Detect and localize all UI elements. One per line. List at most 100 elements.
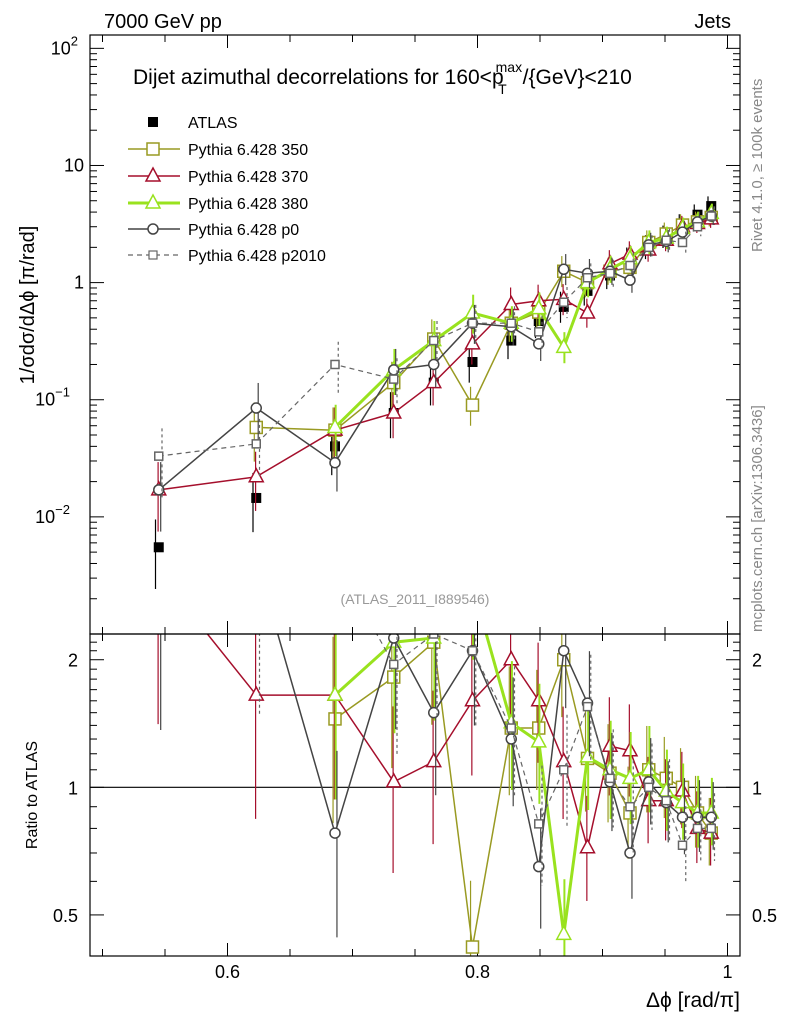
ratio-tick-label-right: 1 bbox=[752, 778, 762, 798]
data-point-p2010 bbox=[252, 587, 260, 595]
data-point-p0 bbox=[533, 338, 545, 350]
x-tick-label: 0.6 bbox=[215, 962, 240, 982]
main-plot-series bbox=[150, 196, 720, 589]
legend-label-p0: Pythia 6.428 p0 bbox=[188, 222, 299, 239]
data-point-p0 bbox=[676, 226, 689, 238]
data-point-p2010 bbox=[534, 819, 544, 829]
data-point-p370 bbox=[385, 772, 403, 788]
data-point-p2010 bbox=[625, 801, 635, 812]
legend-entry-p370: Pythia 6.428 370 bbox=[128, 166, 308, 186]
data-point-p0 bbox=[153, 484, 165, 496]
data-point-p2010 bbox=[251, 439, 261, 449]
data-point-p2010 bbox=[661, 795, 671, 806]
x-axis-title: Δϕ [rad/π] bbox=[646, 989, 740, 1012]
data-point-p2010 bbox=[677, 237, 688, 248]
data-point-p2010 bbox=[644, 242, 654, 253]
data-point-p0 bbox=[691, 811, 704, 823]
series-line-p2010 bbox=[158, 215, 712, 457]
data-point-p2010 bbox=[706, 823, 716, 834]
beam-label: 7000 GeV pp bbox=[104, 11, 222, 33]
data-point-p370 bbox=[579, 838, 596, 854]
ratio-tick-label: 2 bbox=[68, 651, 78, 671]
data-point-p2010 bbox=[692, 823, 703, 834]
series-line-p350 bbox=[256, 216, 712, 431]
data-point-p2010 bbox=[582, 701, 593, 712]
rivet-version-label: Rivet 4.1.0, ≥ 100k events bbox=[749, 79, 766, 252]
data-point-p2010 bbox=[661, 235, 671, 245]
data-point-p2010 bbox=[389, 659, 399, 670]
ratio-plot-frame bbox=[89, 633, 741, 957]
data-point-atlas bbox=[153, 542, 164, 553]
legend-entry-p0: Pythia 6.428 p0 bbox=[128, 222, 299, 239]
data-point-p2010 bbox=[330, 359, 340, 370]
data-point-p350 bbox=[465, 940, 480, 954]
data-point-p2010 bbox=[506, 723, 516, 733]
legend-label-p2010: Pythia 6.428 p2010 bbox=[188, 248, 326, 265]
process-label: Jets bbox=[694, 11, 731, 33]
data-point-p2010 bbox=[677, 840, 688, 851]
legend-marker-p350 bbox=[146, 142, 160, 156]
ratio-tick-label: 1 bbox=[68, 778, 78, 798]
data-point-p350 bbox=[465, 398, 480, 412]
data-point-p370 bbox=[464, 334, 481, 350]
data-point-atlas bbox=[251, 492, 262, 503]
data-point-p2010 bbox=[154, 451, 164, 461]
chart-title: Dijet azimuthal decorrelations for 160<p… bbox=[133, 59, 632, 97]
y-tick-label: 10 bbox=[64, 155, 84, 175]
data-point-p2010 bbox=[429, 634, 439, 639]
data-point-p380 bbox=[326, 685, 344, 701]
data-point-p0 bbox=[251, 554, 261, 564]
y-axis-title: 1/σdσ/dΔϕ [π/rad] bbox=[17, 226, 39, 385]
data-point-p2010 bbox=[467, 318, 478, 328]
data-point-p2010 bbox=[559, 297, 569, 307]
legend-label-p370: Pythia 6.428 370 bbox=[188, 169, 308, 186]
data-point-p370 bbox=[425, 752, 443, 768]
data-point-p380 bbox=[466, 577, 480, 590]
data-point-p2010 bbox=[506, 318, 516, 328]
legend-entry-atlas: ATLAS bbox=[148, 115, 238, 132]
ratio-axis-title: Ratio to ATLAS bbox=[24, 741, 41, 849]
data-point-p380 bbox=[326, 417, 344, 434]
data-point-p0 bbox=[558, 263, 570, 276]
data-point-p370 bbox=[247, 467, 265, 483]
data-point-p2010 bbox=[467, 645, 478, 656]
ratio-plot-series bbox=[152, 554, 720, 956]
legend-marker-atlas bbox=[148, 117, 158, 127]
legend-label-p380: Pythia 6.428 380 bbox=[188, 196, 308, 213]
data-point-p380 bbox=[555, 337, 573, 354]
x-tick-label: 0.8 bbox=[465, 962, 490, 982]
ratio-tick-label-right: 2 bbox=[752, 651, 762, 671]
data-point-p0 bbox=[329, 827, 341, 839]
data-point-p2010 bbox=[692, 221, 703, 232]
legend: ATLAS Pythia 6.428 350 Pythia 6.428 370 … bbox=[128, 115, 326, 265]
data-point-p2010 bbox=[706, 211, 716, 221]
legend-marker-p0 bbox=[147, 223, 159, 235]
y-tick-label: 10−1 bbox=[35, 385, 70, 410]
data-point-p0 bbox=[428, 358, 440, 371]
source-label: mcplots.cern.ch [arXiv:1306.3436] bbox=[749, 405, 766, 632]
data-point-p2010 bbox=[429, 335, 439, 346]
data-point-p370 bbox=[152, 565, 166, 578]
data-point-p0 bbox=[329, 456, 341, 469]
data-point-p0 bbox=[428, 706, 440, 719]
data-point-p2010 bbox=[331, 555, 339, 563]
data-point-p0 bbox=[705, 811, 717, 823]
axis-ticks: 0.6 0.8 1 10−2 10−1 1 10 102 0.5 0.5 1 1 2 2 bbox=[35, 33, 777, 982]
legend-marker-p2010 bbox=[148, 250, 158, 260]
data-point-p380 bbox=[464, 303, 481, 319]
data-point-p2010 bbox=[582, 273, 593, 283]
data-point-p0 bbox=[624, 847, 636, 859]
legend-entry-p2010: Pythia 6.428 p2010 bbox=[128, 248, 326, 265]
data-point-p0 bbox=[533, 860, 545, 873]
data-point-p350 bbox=[249, 420, 263, 435]
data-point-p380 bbox=[530, 299, 548, 315]
data-point-p380 bbox=[555, 924, 573, 941]
ratio-tick-label: 0.5 bbox=[53, 906, 78, 926]
data-point-p2010 bbox=[389, 374, 399, 384]
legend-marker-p380 bbox=[144, 193, 162, 209]
data-point-p0 bbox=[250, 402, 262, 414]
y-tick-label: 10−2 bbox=[35, 502, 70, 527]
legend-entry-p350: Pythia 6.428 350 bbox=[128, 142, 308, 159]
data-point-atlas bbox=[467, 356, 478, 367]
